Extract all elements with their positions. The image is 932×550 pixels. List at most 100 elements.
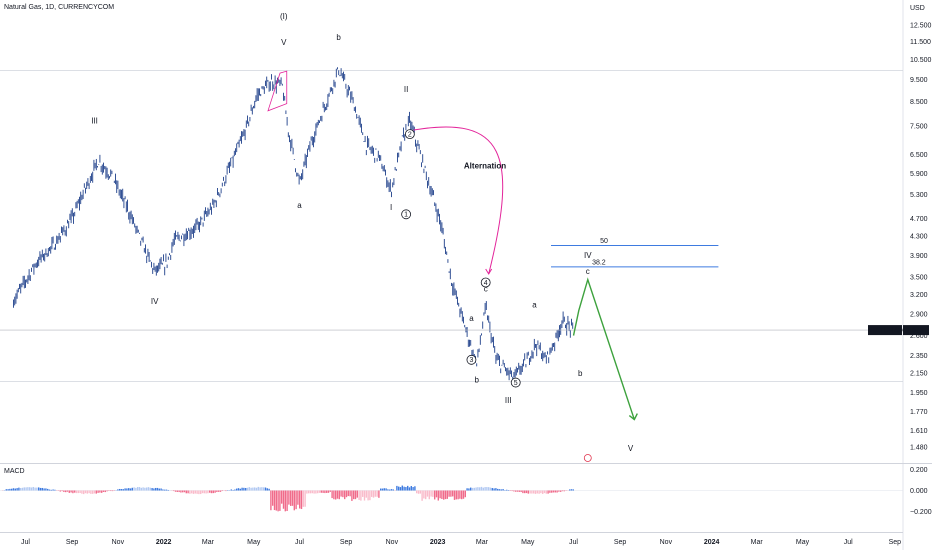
macd-bar [455,490,457,500]
macd-tick-label: 0.200 [910,467,928,474]
macd-bar [365,490,367,498]
macd-bar [173,490,175,492]
macd-bar [237,488,240,491]
price-tag-symbol: NATURALGAS [870,328,917,335]
price-tick-label: 3.500 [910,274,928,281]
macd-bar [131,487,133,491]
macd-bar [43,488,45,491]
macd-bar [257,486,259,491]
macd-bar [20,488,22,491]
macd-bar [552,490,555,493]
macd-bar [275,490,277,511]
macd-bar [502,489,504,491]
time-tick-label: Jul [295,539,304,546]
macd-bar [439,490,441,499]
wave-label: III [505,396,512,405]
macd-bar [471,487,474,491]
macd-bar [99,490,101,493]
macd-bar [176,490,178,492]
macd-bar [295,490,297,510]
macd-bar [264,487,267,491]
macd-bar [414,486,416,491]
macd-bar [389,489,391,491]
macd-bar [194,490,196,494]
macd-bar [516,490,519,492]
macd-bar [493,488,495,491]
macd-bar [453,490,456,500]
macd-bar [180,490,182,493]
time-tick-label: 2022 [156,539,172,546]
macd-bar [129,488,132,491]
macd-bar [461,490,463,500]
circled-wave-marker [466,354,477,365]
macd-bar [165,489,168,491]
macd-bar [407,485,409,491]
macd-bar [549,490,551,493]
macd-bar [329,490,331,492]
macd-bar [536,490,538,494]
wave-label: b [578,369,583,378]
macd-bar [147,487,150,491]
wave-label: b [336,33,341,42]
macd-bar [448,490,450,497]
macd-bar [464,490,466,498]
macd-bar [349,490,351,497]
macd-bar [311,490,313,494]
price-tick-label: 5.300 [910,192,928,199]
macd-bar [336,490,339,499]
macd-bar [374,490,376,497]
time-tick-label: Mar [751,539,764,546]
macd-bar [322,490,324,493]
macd-bar [484,487,486,491]
macd-bar [385,488,387,491]
macd-bar [434,490,436,500]
wave-label: II [404,85,408,94]
macd-bar [86,490,88,494]
macd-histogram [2,485,574,512]
time-tick-label: Nov [112,539,125,546]
macd-bar [347,490,349,497]
macd-bar [230,489,232,491]
macd-bar [81,490,83,494]
macd-bar [162,489,164,491]
macd-bar [561,490,564,492]
macd-bar [531,490,533,494]
macd-bar [430,490,432,497]
macd-bar [277,490,279,512]
macd-bar [443,490,445,500]
price-tick-label: 1.950 [910,390,928,397]
macd-bar [437,490,439,501]
macd-bar [218,490,220,492]
macd-bar [5,489,7,491]
macd-bar [155,487,157,491]
macd-bar [538,490,540,494]
macd-bar [479,487,481,491]
macd-bar [234,489,236,491]
event-marker-icon [583,454,592,462]
wave-label: a [297,201,302,210]
macd-bar [441,490,443,500]
macd-bar [432,490,434,497]
price-tick-label: 2.150 [910,371,928,378]
macd-bar [369,490,371,501]
macd-bar [399,487,402,491]
macd-bar [61,490,63,492]
macd-bar [11,488,13,491]
macd-bar [144,487,146,491]
wave-label: V [628,444,634,453]
macd-bar [524,490,526,494]
macd-bar [68,490,70,493]
macd-bar [216,490,218,493]
macd-bar [133,487,135,491]
macd-bar [473,487,475,491]
wave-label: I [390,203,392,212]
price-tick-label: 2.900 [910,311,928,318]
time-tick-label: Jul [21,539,30,546]
macd-bar [153,488,155,491]
macd-bar [383,488,385,491]
time-tick-label: May [247,539,261,546]
circled-wave-label: 1 [404,212,408,219]
macd-bar [423,490,425,499]
macd-bar [83,490,85,495]
